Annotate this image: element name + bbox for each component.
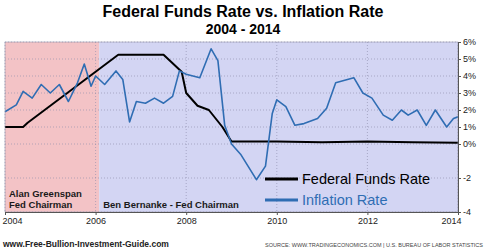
tick-mark xyxy=(367,212,368,215)
grid-line xyxy=(5,59,458,60)
tick-label: 2% xyxy=(463,105,476,115)
regions xyxy=(5,42,458,212)
tick-label: 2008 xyxy=(177,216,197,226)
tick: 3% xyxy=(458,88,476,98)
tick-label: 2014 xyxy=(441,216,461,226)
region-label: Ben Bernanke - Fed Chairman xyxy=(103,199,239,210)
tick: 2012 xyxy=(358,212,378,226)
tick-label: 6% xyxy=(463,37,476,47)
tick-mark xyxy=(458,42,461,43)
tick-label: 3% xyxy=(463,88,476,98)
grid-line xyxy=(95,42,96,212)
legend-label: Federal Funds Rate xyxy=(302,171,430,187)
tick: 2% xyxy=(458,105,476,115)
subtitle: 2004 - 2014 xyxy=(206,21,281,37)
tick: 2010 xyxy=(267,212,287,226)
legend-label: Inflation Rate xyxy=(302,192,387,208)
tick: -2 xyxy=(458,173,471,183)
series-line xyxy=(5,49,458,180)
legend-swatch xyxy=(265,199,298,202)
region-label: Fed Chairman xyxy=(9,199,73,210)
tick-label: 2010 xyxy=(267,216,287,226)
legend-swatch xyxy=(265,178,298,181)
grid-line xyxy=(5,127,458,128)
y-axis: 6% 5% 4% 3% 2% 1% 0% -2 -4 xyxy=(458,37,476,217)
tick-mark xyxy=(458,76,461,77)
grid-line xyxy=(5,110,458,111)
series-line xyxy=(5,55,458,143)
tick-label: -4 xyxy=(463,207,471,217)
tick-label: 2004 xyxy=(3,216,23,226)
tick-mark xyxy=(458,93,461,94)
plot-frame xyxy=(5,42,458,212)
tick-label: 0% xyxy=(463,139,476,149)
tick: 2014 xyxy=(441,212,461,226)
tick-mark xyxy=(458,127,461,128)
chart: 6%5%4%3%2%1%0%-2-42004200620082010201220… xyxy=(0,0,486,252)
tick-mark xyxy=(458,59,461,60)
grid-line xyxy=(276,42,277,212)
tick-label: 4% xyxy=(463,71,476,81)
tick: 2008 xyxy=(177,212,197,226)
footer: www.Free-Bullion-Investment-Guide.com xyxy=(2,239,169,249)
axis-line xyxy=(6,213,459,216)
tick-label: -2 xyxy=(463,173,471,183)
tick-mark xyxy=(458,212,459,215)
tick: 4% xyxy=(458,71,476,81)
x-axis: 2004 2006 2008 2010 2012 2014 xyxy=(3,212,462,226)
source: SOURCE: WWW.TRADINGECONOMICS.COM | U.S. … xyxy=(265,242,483,248)
tick: 2006 xyxy=(86,212,106,226)
title: Federal Funds Rate vs. Inflation Rate xyxy=(103,3,384,20)
grid-line xyxy=(186,42,187,212)
tick: 2004 xyxy=(3,212,23,226)
tick-label: 1% xyxy=(463,122,476,132)
tick-label: 5% xyxy=(463,54,476,64)
lines xyxy=(5,49,458,180)
tick-label: 2012 xyxy=(358,216,378,226)
tick-mark xyxy=(277,212,278,215)
tick-mark xyxy=(5,212,6,215)
tick: 1% xyxy=(458,122,476,132)
legend: Federal Funds Rate Inflation Rate xyxy=(265,171,430,208)
tick-mark xyxy=(458,110,461,111)
tick-mark xyxy=(186,212,187,215)
tick-label: 2006 xyxy=(86,216,106,226)
tick: 5% xyxy=(458,54,476,64)
region-label: Alan Greenspan xyxy=(9,188,82,199)
tick: 0% xyxy=(458,139,476,149)
grid xyxy=(5,42,458,212)
grid-line xyxy=(5,76,458,77)
tick-mark xyxy=(458,178,461,179)
tick-mark xyxy=(96,212,97,215)
tick-mark xyxy=(458,144,461,145)
axis-line xyxy=(459,43,462,213)
tick: 6% xyxy=(458,37,476,47)
